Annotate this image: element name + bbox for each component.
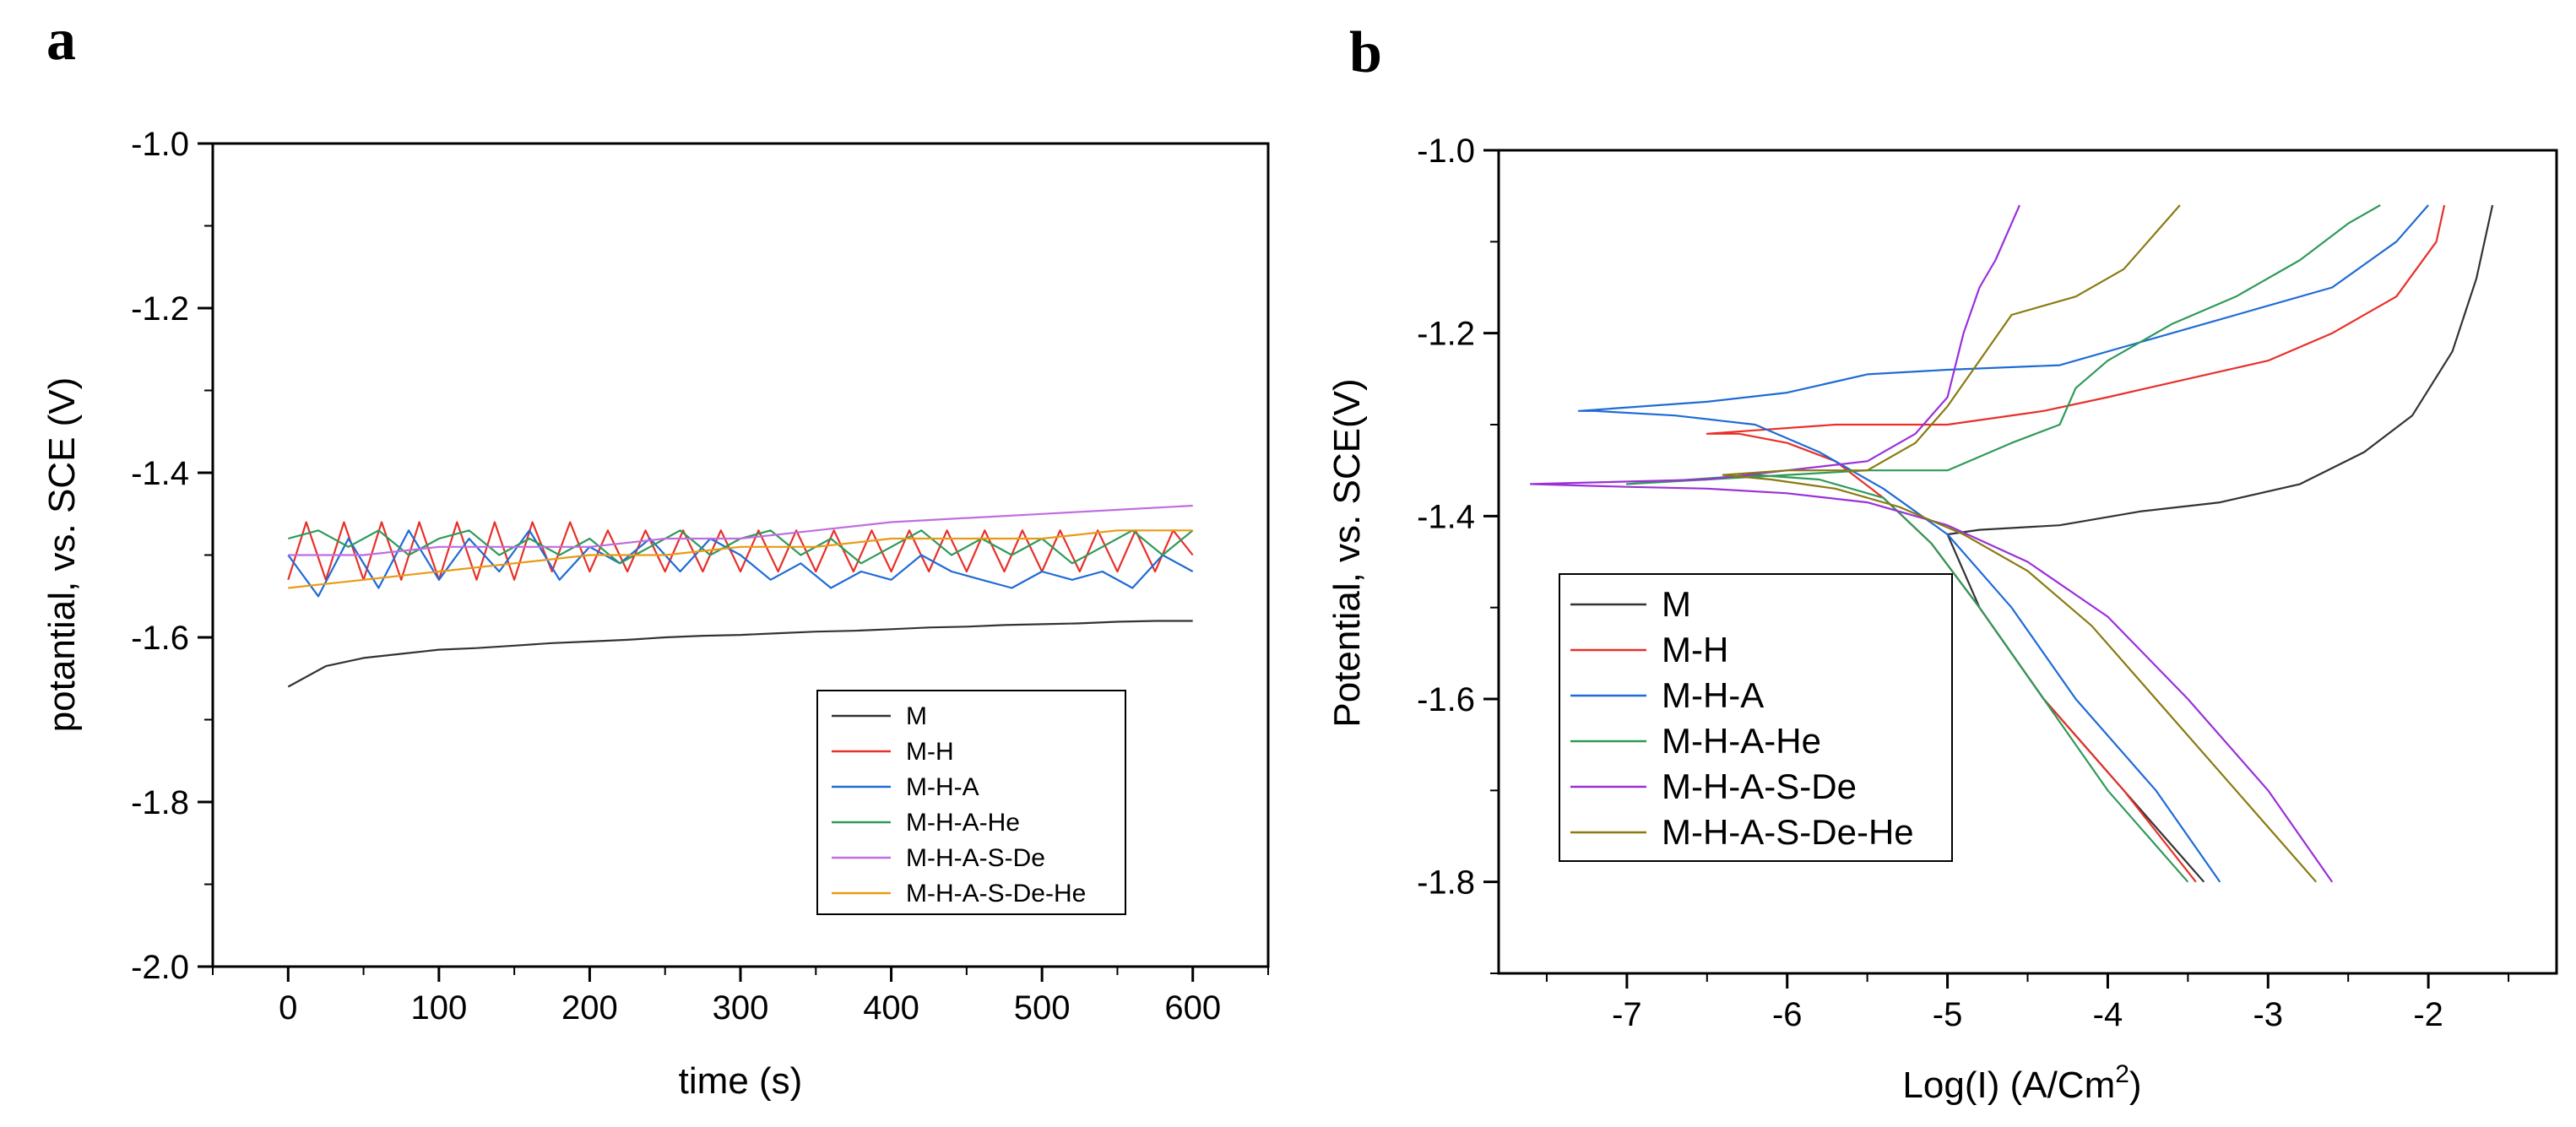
legend-box-b	[1559, 573, 1953, 862]
x-tick-label: 200	[561, 989, 618, 1027]
ticks-a: 0 100 200 300 400 500 600 -2.0 -1.8 -1.6 -1.4 -1.2 -…	[131, 126, 1269, 1027]
legend-label: M-H-A-S-De	[1662, 767, 1857, 806]
x-axis-label-b-main: Log(I) (A/Cm	[1902, 1065, 2115, 1106]
legend-box-a	[816, 690, 1126, 915]
x-tick-label: -3	[2253, 996, 2283, 1033]
y-tick-label: -1.6	[1417, 681, 1475, 718]
y-tick-label: -1.8	[1417, 864, 1475, 902]
y-tick-label: -1.0	[131, 126, 189, 163]
x-tick-label: 0	[279, 989, 297, 1027]
y-axis-label-a: potantial, vs. SCE (V)	[41, 377, 83, 733]
legend-a: M M-H M-H-A M-H-A-He M-H-A-S-De M-H-A-S-De-He	[816, 690, 1126, 915]
x-tick-label: -4	[2093, 996, 2123, 1033]
legend-label: M-H-A-S-De-He	[1662, 812, 1914, 852]
x-axis-label-a: time (s)	[679, 1060, 803, 1102]
y-tick-label: -1.4	[131, 455, 189, 492]
series-line-m	[287, 620, 1193, 688]
x-tick-label: 600	[1164, 989, 1221, 1027]
y-tick-label: -1.2	[131, 290, 189, 328]
x-tick-label: -6	[1772, 996, 1803, 1033]
series-a	[287, 504, 1194, 688]
y-tick-label: -1.4	[1417, 498, 1475, 535]
y-axis-label-b: Potential, vs. SCE(V)	[1326, 378, 1368, 727]
panel-label-b: b	[1349, 20, 1382, 85]
legend-label: M-H-A-S-De	[906, 844, 1045, 872]
legend-label: M	[1662, 584, 1691, 624]
series-b	[1529, 204, 2494, 883]
y-tick-label: -1.6	[131, 620, 189, 657]
x-tick-label: 500	[1014, 989, 1071, 1027]
x-tick-label: 400	[863, 989, 919, 1027]
series-line-m-h-a	[1577, 204, 2429, 883]
legend-label: M-H-A-He	[906, 809, 1020, 837]
x-tick-label: -7	[1612, 996, 1642, 1033]
legend-b: M M-H M-H-A M-H-A-He M-H-A-S-De M-H-A-S-De-He	[1559, 573, 1953, 862]
series-line-m-h-a-s-de-he	[1722, 204, 2318, 883]
series-line-m	[1946, 204, 2494, 883]
series-line-m-h-a-s-de	[288, 504, 1193, 556]
x-tick-label: -5	[1933, 996, 1963, 1033]
series-line-m-h-a-s-de-he	[288, 529, 1193, 589]
panel-label-a: a	[46, 8, 76, 73]
legend-label: M-H	[1662, 630, 1728, 669]
x-axis-label-b-tail: )	[2129, 1065, 2142, 1106]
series-line-m-h-a	[287, 529, 1194, 598]
legend-label: M-H-A	[906, 773, 979, 801]
x-tick-label: 300	[713, 989, 769, 1027]
panel-a: a 0 100 200 300 400 500 600 -2.0 -1.8 -1.6 -1.4 -1.…	[41, 8, 1270, 1102]
ticks-b: -7 -6 -5 -4 -3 -2 -1.8 -1.6 -1.4 -1.2 -1.0	[1417, 133, 2510, 1033]
series-line-m-h-a-s-de	[1529, 204, 2334, 883]
y-tick-label: -1.2	[1417, 316, 1475, 353]
legend-label: M	[906, 702, 927, 730]
x-axis-label-b: Log(I) (A/Cm2)	[1902, 1060, 2141, 1106]
y-tick-label: -1.0	[1417, 133, 1475, 170]
x-tick-label: 100	[410, 989, 467, 1027]
legend-label: M-H-A-S-De-He	[906, 880, 1086, 908]
legend-label: M-H	[906, 738, 954, 766]
y-tick-label: -1.8	[131, 784, 189, 821]
legend-label: M-H-A-He	[1662, 721, 1821, 761]
x-tick-label: -2	[2413, 996, 2443, 1033]
y-tick-label: -2.0	[131, 949, 189, 986]
panel-b: b -7 -6 -5 -4 -3 -2 -1.8 -1.6 -1.4 -1.2 -1.0 Log(I…	[1326, 20, 2558, 1106]
series-line-m-h-a-he	[1625, 204, 2381, 883]
legend-label: M-H-A	[1662, 675, 1764, 715]
x-axis-label-b-sup: 2	[2115, 1060, 2129, 1088]
